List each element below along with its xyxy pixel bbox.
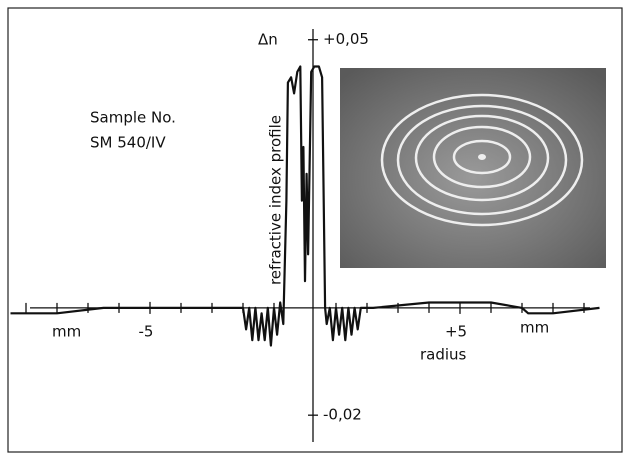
sample-id: SM 540/IV xyxy=(90,134,166,152)
x-unit: mm xyxy=(52,323,81,341)
x-unit: mm xyxy=(520,319,549,337)
y-tick-label: +0,05 xyxy=(323,30,369,48)
x-tick-label: -5 xyxy=(139,322,154,340)
x-label: radius xyxy=(420,346,467,364)
y-annotation: refractive index profile xyxy=(267,115,285,285)
photo-inset xyxy=(340,68,606,268)
x-tick-label: +5 xyxy=(445,322,467,340)
frame xyxy=(7,7,623,453)
y-tick-label: -0,02 xyxy=(323,406,362,424)
profile-line xyxy=(10,65,600,347)
sample-label: Sample No. xyxy=(90,109,176,127)
y-label: Δn xyxy=(258,31,278,49)
